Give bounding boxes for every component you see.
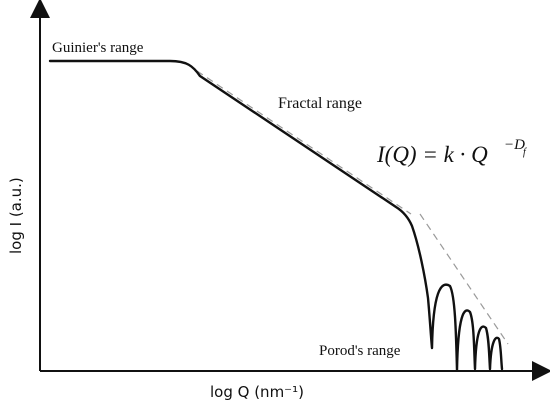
fractal-range-label: Fractal range <box>278 95 362 112</box>
power-law-equation: I(Q) = k · Q −D f <box>376 137 527 167</box>
fractal-asymptote <box>196 70 412 215</box>
asymptote-guides <box>196 70 509 345</box>
scattering-curve <box>48 59 504 372</box>
porod-asymptote <box>419 213 509 345</box>
guinier-range-label: Guinier's range <box>52 40 144 56</box>
equation-main: I(Q) = k · Q <box>376 142 488 167</box>
equation-subscript: f <box>523 147 527 158</box>
porod-range-label: Porod's range <box>319 343 401 359</box>
y-axis-label: log I (a.u.) <box>7 177 25 254</box>
x-axis-label: log Q (nm⁻¹) <box>210 383 304 401</box>
equation-exponent: −D <box>504 137 525 153</box>
